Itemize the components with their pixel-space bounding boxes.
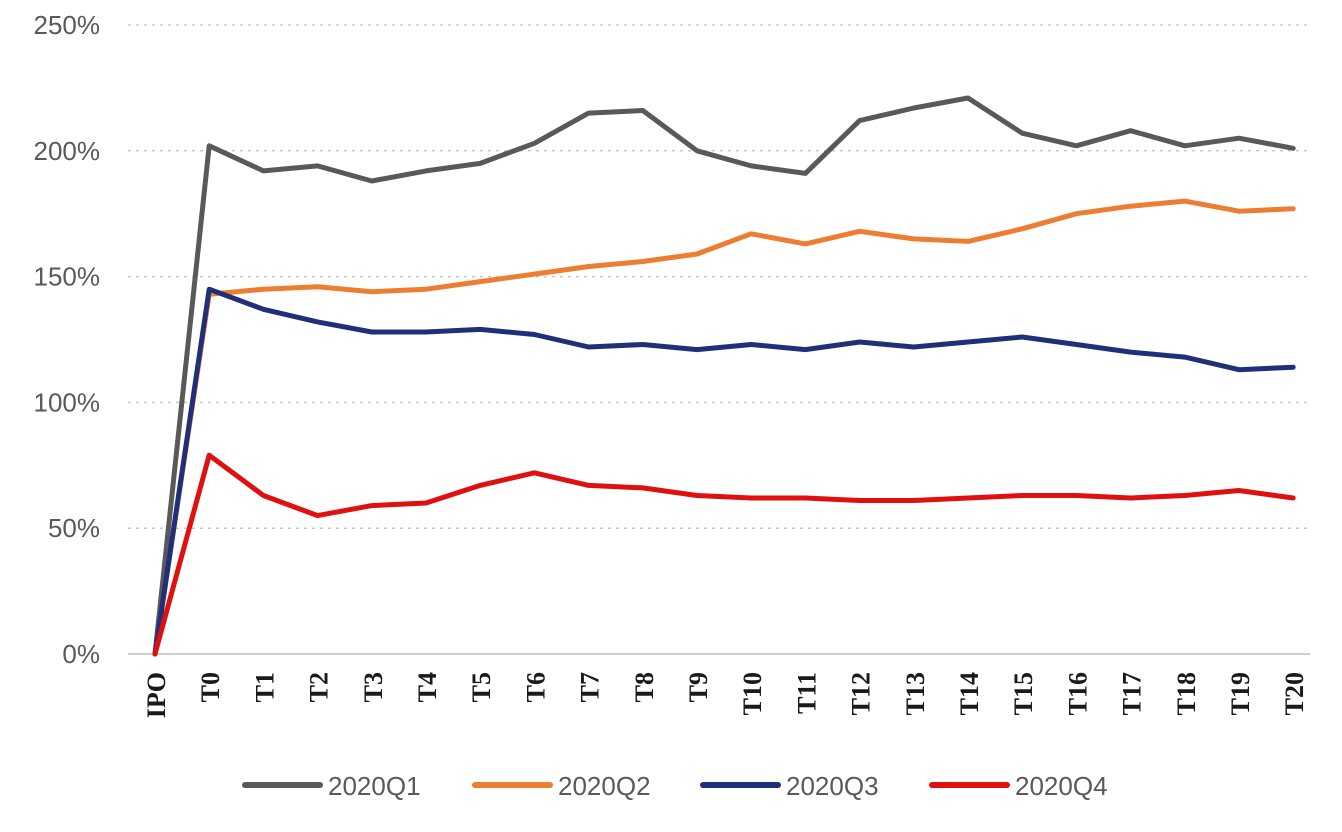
x-tick-label: T1 (250, 672, 279, 702)
series-lines (152, 95, 1296, 657)
x-tick-label: T11 (792, 672, 821, 714)
x-tick-label: T3 (359, 672, 388, 702)
legend-label-2020Q2: 2020Q2 (558, 771, 651, 801)
x-tick-label: T9 (684, 672, 713, 702)
x-tick-label: T0 (196, 672, 225, 702)
y-tick-label: 100% (34, 387, 101, 417)
x-tick-label: T13 (901, 672, 930, 715)
y-axis: 0% 50% 100% 150% 200% 250% (34, 10, 101, 669)
y-tick-label: 250% (34, 10, 101, 40)
x-tick-label: IPO (142, 672, 171, 718)
x-tick-label: T5 (467, 672, 496, 702)
gridlines (128, 24, 1310, 655)
y-tick-label: 0% (62, 639, 100, 669)
x-tick-label: T19 (1226, 672, 1255, 715)
legend-label-2020Q1: 2020Q1 (328, 771, 421, 801)
x-tick-label: T4 (413, 672, 442, 702)
x-tick-label: T7 (576, 672, 605, 702)
x-tick-label: T16 (1063, 672, 1092, 715)
legend: 2020Q1 2020Q2 2020Q3 2020Q4 (242, 771, 1108, 801)
x-tick-label: T20 (1280, 672, 1309, 715)
series-line-2020Q1 (152, 95, 1296, 657)
x-axis: IPO T0 T1 T2 T3 T4 T5 T6 T7 T8 T9 T10 T11 T12 T13 T14 T1… (142, 672, 1309, 718)
y-tick-label: 200% (34, 136, 101, 166)
series-line-2020Q4 (152, 452, 1296, 657)
x-tick-label: T14 (955, 672, 984, 715)
x-tick-label: T18 (1172, 672, 1201, 715)
x-tick-label: T12 (847, 672, 876, 715)
y-tick-label: 50% (48, 513, 100, 543)
legend-label-2020Q3: 2020Q3 (786, 771, 879, 801)
x-tick-label: T8 (630, 672, 659, 702)
x-tick-label: T6 (521, 672, 550, 702)
y-tick-label: 150% (34, 262, 101, 292)
x-tick-label: T2 (305, 672, 334, 702)
x-tick-label: T15 (1009, 672, 1038, 715)
series-line-2020Q2 (152, 198, 1296, 657)
x-tick-label: T17 (1118, 672, 1147, 715)
x-tick-label: T10 (738, 672, 767, 715)
legend-label-2020Q4: 2020Q4 (1015, 771, 1108, 801)
series-line-2020Q3 (152, 286, 1296, 657)
